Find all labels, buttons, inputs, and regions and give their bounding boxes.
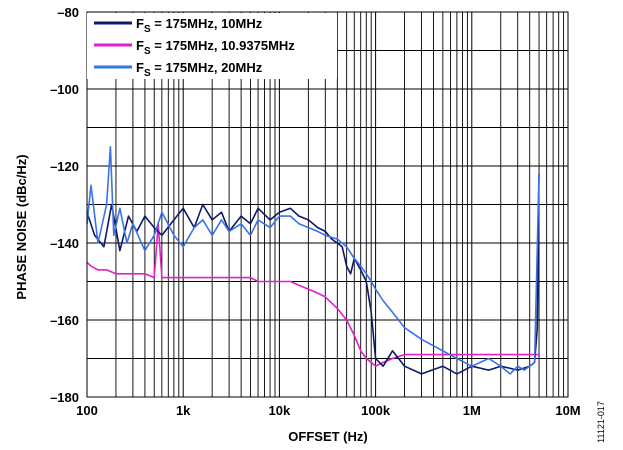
x-tick-label: 10k	[269, 403, 291, 418]
x-tick-label: 100k	[361, 403, 391, 418]
y-tick-label: –100	[50, 82, 79, 97]
series-line	[87, 224, 539, 366]
x-tick-label: 1k	[176, 403, 191, 418]
series-lines	[87, 147, 539, 374]
y-tick-label: –120	[50, 159, 79, 174]
figure-id: 11121-017	[596, 401, 606, 443]
y-axis-title: PHASE NOISE (dBc/Hz)	[14, 154, 29, 299]
y-tick-label: –80	[57, 5, 79, 20]
x-tick-label: 1M	[463, 403, 481, 418]
y-tick-label: –160	[50, 313, 79, 328]
y-tick-label: –140	[50, 236, 79, 251]
x-tick-label: 10M	[555, 403, 580, 418]
x-tick-label: 100	[76, 403, 98, 418]
y-tick-label: –180	[50, 390, 79, 405]
x-axis-title: OFFSET (Hz)	[288, 429, 367, 444]
